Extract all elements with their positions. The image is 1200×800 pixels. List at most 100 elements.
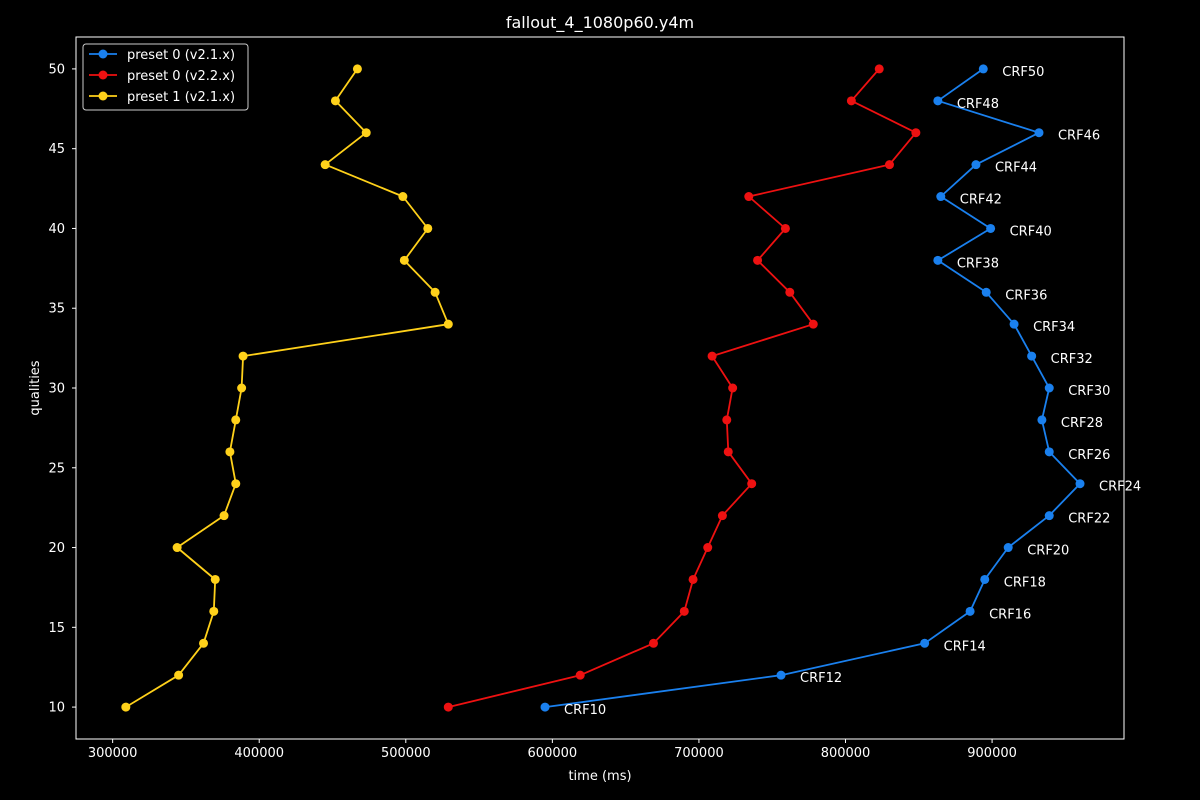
legend-marker: [98, 70, 108, 80]
data-point: [722, 415, 732, 425]
data-point: [121, 702, 131, 712]
data-point: [723, 447, 733, 457]
data-point: [846, 96, 856, 106]
data-point: [443, 319, 453, 329]
data-point: [884, 160, 894, 170]
data-point: [1034, 128, 1044, 138]
x-tick-label: 500000: [381, 746, 431, 761]
point-annotation: CRF26: [1068, 448, 1110, 463]
x-axis: 300000 400000 500000 600000 700000 800000 9000…: [88, 739, 1017, 761]
data-point: [648, 638, 658, 648]
y-tick-label: 30: [48, 382, 65, 397]
data-point: [423, 223, 433, 233]
data-point: [1044, 511, 1054, 521]
data-point: [540, 702, 550, 712]
data-point: [231, 479, 241, 489]
x-tick-label: 600000: [528, 746, 578, 761]
data-point: [219, 511, 229, 521]
point-annotation: CRF20: [1027, 544, 1069, 559]
y-tick-label: 45: [48, 142, 65, 157]
data-point: [717, 511, 727, 521]
point-annotation: CRF34: [1033, 320, 1075, 335]
data-point: [430, 287, 440, 297]
data-point: [1027, 351, 1037, 361]
point-annotation: CRF10: [564, 703, 606, 718]
series-1: CRF10 CRF12 CRF14 CRF16 CRF18 CRF20 CRF22 CRF24…: [540, 64, 1141, 718]
data-point: [1037, 415, 1047, 425]
data-point: [575, 670, 585, 680]
data-point: [320, 160, 330, 170]
point-annotation: CRF38: [957, 256, 999, 271]
y-tick-label: 15: [48, 621, 65, 636]
legend-box: [82, 43, 249, 111]
data-point: [965, 606, 975, 616]
data-point: [352, 64, 362, 74]
point-annotation: CRF22: [1068, 512, 1110, 527]
data-point: [443, 702, 453, 712]
y-axis-label: qualities: [28, 360, 43, 415]
data-point: [747, 479, 757, 489]
data-point: [399, 255, 409, 265]
data-point: [776, 670, 786, 680]
data-point: [911, 128, 921, 138]
data-point: [225, 447, 235, 457]
point-annotation: CRF28: [1061, 416, 1103, 431]
y-tick-label: 10: [48, 701, 65, 716]
data-point: [1044, 447, 1054, 457]
point-annotation: CRF14: [944, 639, 986, 654]
data-point: [981, 287, 991, 297]
data-point: [1003, 543, 1013, 553]
data-point: [703, 543, 713, 553]
data-point: [936, 192, 946, 202]
series-2: [443, 64, 921, 712]
data-point: [1044, 383, 1054, 393]
point-annotation: CRF46: [1058, 129, 1100, 144]
x-tick-label: 300000: [88, 746, 138, 761]
data-point: [978, 64, 988, 74]
point-annotation: CRF40: [1010, 224, 1052, 239]
legend-label: preset 0 (v2.1.x): [127, 48, 235, 63]
data-point: [238, 351, 248, 361]
chart-title: fallout_4_1080p60.y4m: [506, 13, 694, 33]
data-point: [971, 160, 981, 170]
y-tick-label: 40: [48, 222, 65, 237]
data-point: [785, 287, 795, 297]
y-tick-label: 35: [48, 302, 65, 317]
data-point: [231, 415, 241, 425]
series-3: [121, 64, 453, 712]
y-tick-label: 20: [48, 541, 65, 556]
data-point: [237, 383, 247, 393]
data-point: [753, 255, 763, 265]
point-annotation: CRF50: [1002, 65, 1044, 80]
data-point: [933, 96, 943, 106]
point-annotation: CRF32: [1051, 352, 1093, 367]
data-point: [1075, 479, 1085, 489]
data-point: [174, 670, 184, 680]
point-annotation: CRF12: [800, 671, 842, 686]
point-annotation: CRF24: [1099, 480, 1141, 495]
legend-label: preset 1 (v2.1.x): [127, 90, 235, 105]
point-annotation: CRF18: [1004, 575, 1046, 590]
point-annotation: CRF42: [960, 193, 1002, 208]
data-point: [874, 64, 884, 74]
data-point: [679, 606, 689, 616]
legend-label: preset 0 (v2.2.x): [127, 69, 235, 84]
data-point: [210, 574, 220, 584]
data-point: [980, 574, 990, 584]
legend: preset 0 (v2.1.x) preset 0 (v2.2.x) preset…: [82, 43, 249, 111]
data-point: [780, 223, 790, 233]
data-point: [398, 192, 408, 202]
legend-marker: [98, 91, 108, 101]
data-point: [172, 543, 182, 553]
data-point: [688, 574, 698, 584]
point-annotation: CRF16: [989, 607, 1031, 622]
data-point: [1009, 319, 1019, 329]
legend-marker: [98, 49, 108, 59]
data-point: [209, 606, 219, 616]
y-axis: 10 15 20 25 30 35 40 45 50: [48, 62, 76, 716]
y-tick-label: 50: [48, 62, 65, 77]
x-tick-label: 900000: [967, 746, 1017, 761]
x-axis-label: time (ms): [568, 769, 631, 784]
